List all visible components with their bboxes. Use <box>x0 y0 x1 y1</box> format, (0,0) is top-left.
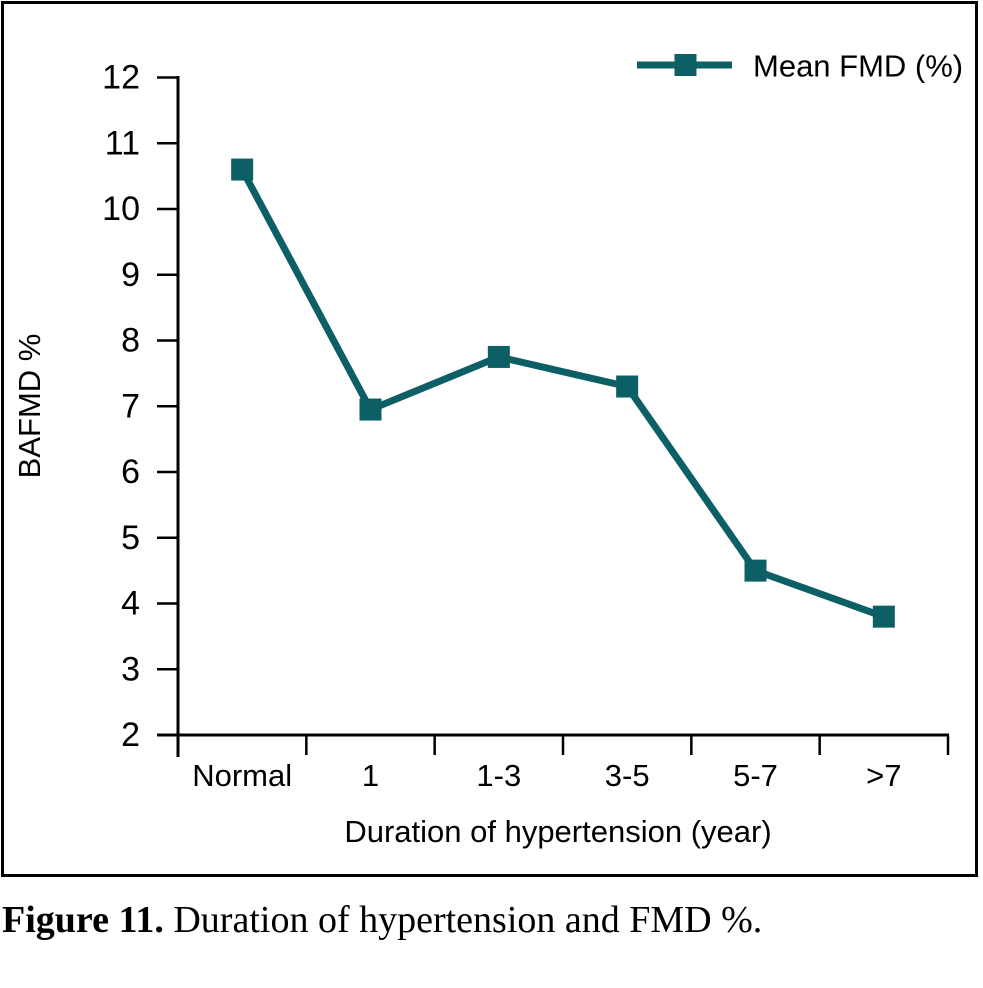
y-tick-label: 5 <box>121 519 140 557</box>
chart-border <box>1 1 978 877</box>
x-category-label: 1-3 <box>476 758 521 793</box>
x-axis-title: Duration of hypertension (year) <box>344 814 771 849</box>
y-tick-label: 8 <box>121 322 140 360</box>
data-point-marker <box>231 158 254 181</box>
data-point-marker <box>872 605 895 628</box>
line-chart: 2 3 4 5 6 7 8 9 10 11 12 Normal 1 1-3 3-5 5-7 >7 Duration… <box>1 1 978 877</box>
y-tick-label: 9 <box>121 256 140 294</box>
legend-marker-icon <box>674 54 697 76</box>
y-tick-label: 4 <box>121 585 140 623</box>
x-category-label: 5-7 <box>733 758 778 793</box>
data-line <box>239 167 886 620</box>
y-tick-label: 3 <box>121 650 140 688</box>
y-tick-label: 11 <box>105 124 140 162</box>
legend-label: Mean FMD (%) <box>753 49 963 84</box>
y-tick-label: 6 <box>121 453 140 491</box>
y-tick-label: 12 <box>102 59 140 97</box>
x-category-label: 1 <box>362 758 379 793</box>
figure-caption: Figure 11. Duration of hypertension and … <box>2 898 962 942</box>
y-tick-label: 10 <box>102 190 140 228</box>
data-point-marker <box>744 559 767 582</box>
y-tick-label: 2 <box>121 716 140 754</box>
data-point-marker <box>616 375 639 398</box>
x-category-label: >7 <box>866 758 901 793</box>
figure-caption-text: Duration of hypertension and FMD %. <box>163 899 763 941</box>
x-category-label: Normal <box>192 758 292 793</box>
x-category-label: 3-5 <box>605 758 650 793</box>
y-axis-title: BAFMD % <box>12 334 47 479</box>
data-point-marker <box>359 398 382 421</box>
y-tick-label: 7 <box>121 387 140 425</box>
figure-caption-number: Figure 11. <box>2 899 164 941</box>
data-point-marker <box>487 345 510 368</box>
